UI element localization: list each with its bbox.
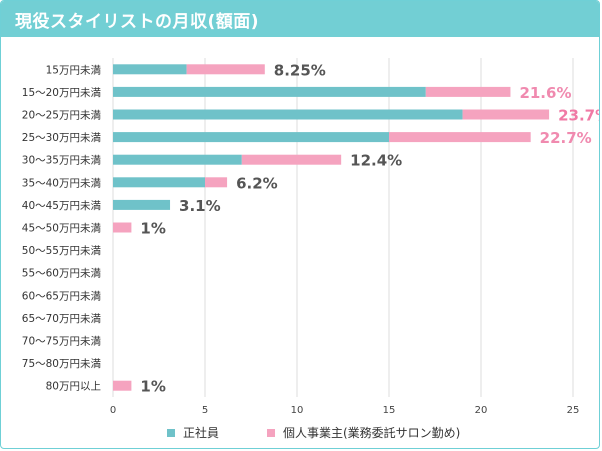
- y-tick-label: 45〜50万円未満: [22, 223, 102, 235]
- x-tick-label: 20: [475, 405, 488, 416]
- title-bar: 現役スタイリストの月収(額面): [1, 1, 599, 37]
- x-tick-label: 0: [110, 405, 116, 416]
- x-tick-label: 25: [567, 405, 580, 416]
- bar-kojin: [205, 177, 228, 188]
- bar-kojin: [425, 86, 511, 97]
- total-data-label: 23.7%: [558, 107, 600, 125]
- bar-kojin: [241, 154, 342, 165]
- legend-swatch-seishain: [167, 429, 175, 437]
- bar-seishain: [113, 132, 389, 143]
- total-data-label: 12.4%: [350, 152, 402, 170]
- total-data-label: 1%: [140, 220, 165, 238]
- y-tick-label: 70〜75万円未満: [22, 336, 102, 348]
- total-data-label: 1%: [140, 378, 165, 396]
- bar-kojin: [113, 380, 132, 391]
- total-data-label: 21.6%: [519, 84, 571, 102]
- y-tick-label: 60〜65万円未満: [22, 290, 102, 302]
- legend-label-kojin: 個人事業主(業務委託サロン勤め): [283, 425, 460, 440]
- bar-seishain: [113, 199, 171, 210]
- y-tick-label: 50〜55万円未満: [22, 245, 102, 257]
- total-data-label: 8.25%: [274, 61, 326, 79]
- y-tick-label: 15万円未満: [46, 64, 102, 76]
- total-data-label: 6.2%: [236, 174, 278, 192]
- bar-kojin: [186, 64, 265, 75]
- bar-seishain: [113, 177, 205, 188]
- total-data-label: 22.7%: [540, 129, 592, 147]
- legend-label-seishain: 正社員: [183, 425, 219, 440]
- bar-seishain: [113, 86, 426, 97]
- bar-seishain: [113, 154, 242, 165]
- y-tick-label: 35〜40万円未満: [22, 177, 102, 189]
- total-data-label: 3.1%: [179, 197, 221, 215]
- y-tick-label: 25〜30万円未満: [22, 132, 102, 144]
- bar-kojin: [113, 222, 132, 233]
- y-tick-label: 55〜60万円未満: [22, 268, 102, 280]
- y-tick-label: 65〜70万円未満: [22, 313, 102, 325]
- x-tick-label: 15: [383, 405, 396, 416]
- x-tick-label: 5: [202, 405, 208, 416]
- y-tick-label: 40〜45万円未満: [22, 200, 102, 212]
- bar-seishain: [113, 109, 463, 120]
- bar-kojin: [389, 132, 531, 143]
- y-tick-label: 75〜80万円未満: [22, 358, 102, 370]
- bar-seishain: [113, 64, 187, 75]
- y-tick-label: 20〜25万円未満: [22, 110, 102, 122]
- y-tick-label: 30〜35万円未満: [22, 155, 102, 167]
- y-tick-label: 80万円以上: [46, 381, 101, 393]
- bar-kojin: [462, 109, 550, 120]
- legend-swatch-kojin: [267, 429, 275, 437]
- x-tick-label: 10: [291, 405, 304, 416]
- y-tick-label: 15〜20万円未満: [22, 87, 102, 99]
- chart-title: 現役スタイリストの月収(額面): [15, 12, 260, 32]
